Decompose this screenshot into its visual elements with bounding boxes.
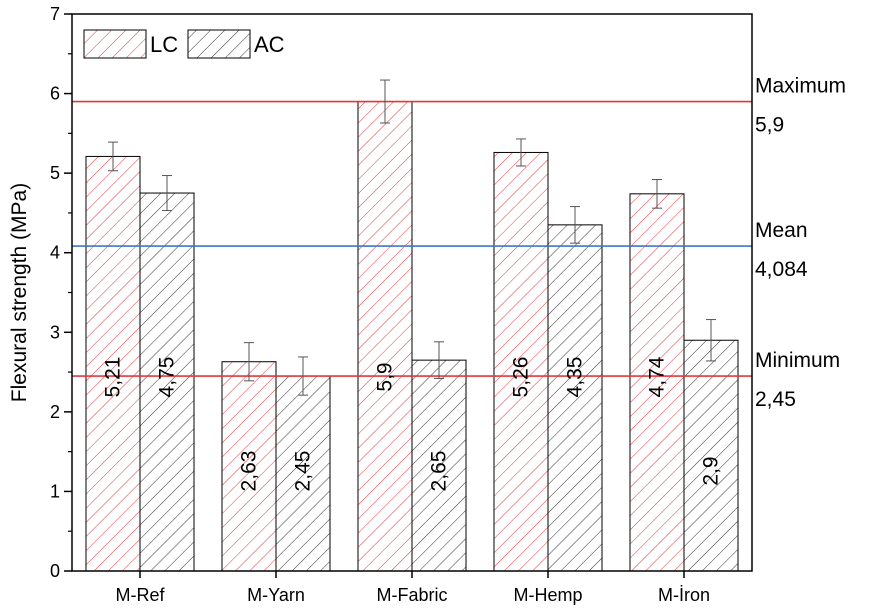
bar-lc-m-fabric (357, 101, 413, 572)
x-tick-label-3: M-Hemp (513, 585, 582, 605)
legend-swatch-lc (83, 29, 147, 59)
error-bar-lc-m-i̇ron (652, 179, 662, 209)
data-label-lc-m-ref: 5,21 (102, 357, 125, 398)
bar-lc-m-ref (85, 155, 141, 572)
error-bar-lc-m-hemp (516, 138, 526, 167)
bar-lc-m-i̇ron (629, 193, 685, 572)
data-label-lc-m-i̇ron: 4,74 (646, 356, 669, 397)
data-label-ac-m-hemp: 4,35 (564, 357, 587, 398)
x-tick-label-4: M-İron (658, 585, 710, 605)
axes-layer: 0 1 2 3 4 5 6 7 M-Ref M-Yarn M-Fabric M-Hemp M-İron (50, 4, 710, 605)
data-label-lc-m-yarn: 2,63 (238, 451, 261, 492)
legend-swatch-ac (187, 29, 251, 59)
data-labels-layer: 5,21 2,63 5,9 5,26 4,74 4,75 2,45 2,65 4,35 2,9 (102, 356, 723, 491)
bar-ac-m-i̇ron (683, 339, 739, 572)
x-tick-label-1: M-Yarn (247, 585, 305, 605)
legend-item-lc: LC (83, 29, 178, 59)
data-label-lc-m-hemp: 5,26 (510, 357, 533, 398)
bar-lc-m-yarn (221, 361, 277, 572)
data-label-ac-m-fabric: 2,65 (428, 451, 451, 492)
x-tick-label-2: M-Fabric (377, 585, 448, 605)
reference-name-mean: Mean (755, 219, 808, 242)
reference-name-minimum: Minimum (755, 349, 840, 372)
error-bar-lc-m-fabric (380, 79, 390, 124)
reference-name-maximum: Maximum (755, 75, 846, 98)
reference-lines-layer: Maximum 5,9 Mean 4,084 Minimum 2,45 (72, 75, 846, 411)
data-label-ac-m-ref: 4,75 (156, 357, 179, 398)
y-tick-label: 3 (50, 322, 60, 342)
error-bar-lc-m-yarn (244, 342, 254, 382)
reference-value-mean: 4,084 (755, 258, 808, 281)
legend-label-lc: LC (150, 32, 178, 57)
data-label-lc-m-fabric: 5,9 (374, 362, 397, 391)
error-bar-lc-m-ref (108, 141, 118, 172)
y-tick-label: 2 (50, 402, 60, 422)
error-bar-ac-m-ref (162, 175, 172, 212)
bar-ac-m-ref (139, 192, 195, 572)
bars-layer (85, 101, 739, 572)
y-tick-label: 0 (50, 561, 60, 581)
error-bar-ac-m-yarn (298, 356, 308, 396)
legend-label-ac: AC (254, 32, 285, 57)
error-bar-ac-m-fabric (434, 341, 444, 379)
y-tick-label: 4 (50, 243, 60, 263)
data-label-ac-m-i̇ron: 2,9 (700, 456, 723, 485)
bar-ac-m-hemp (547, 224, 603, 572)
reference-value-maximum: 5,9 (755, 114, 784, 137)
y-tick-label: 5 (50, 163, 60, 183)
bar-ac-m-yarn (275, 375, 331, 572)
error-bar-ac-m-i̇ron (706, 319, 716, 362)
data-label-ac-m-yarn: 2,45 (292, 451, 315, 492)
y-tick-label: 7 (50, 4, 60, 24)
y-tick-label: 1 (50, 481, 60, 501)
y-axis-label: Flexural strength (MPa) (8, 183, 31, 402)
legend-item-ac: AC (187, 29, 285, 59)
legend: LC AC (83, 29, 285, 59)
x-tick-label-0: M-Ref (116, 585, 166, 605)
reference-value-minimum: 2,45 (755, 388, 796, 411)
error-bars-layer (108, 79, 716, 396)
y-tick-label: 6 (50, 84, 60, 104)
error-bar-ac-m-hemp (570, 206, 580, 244)
